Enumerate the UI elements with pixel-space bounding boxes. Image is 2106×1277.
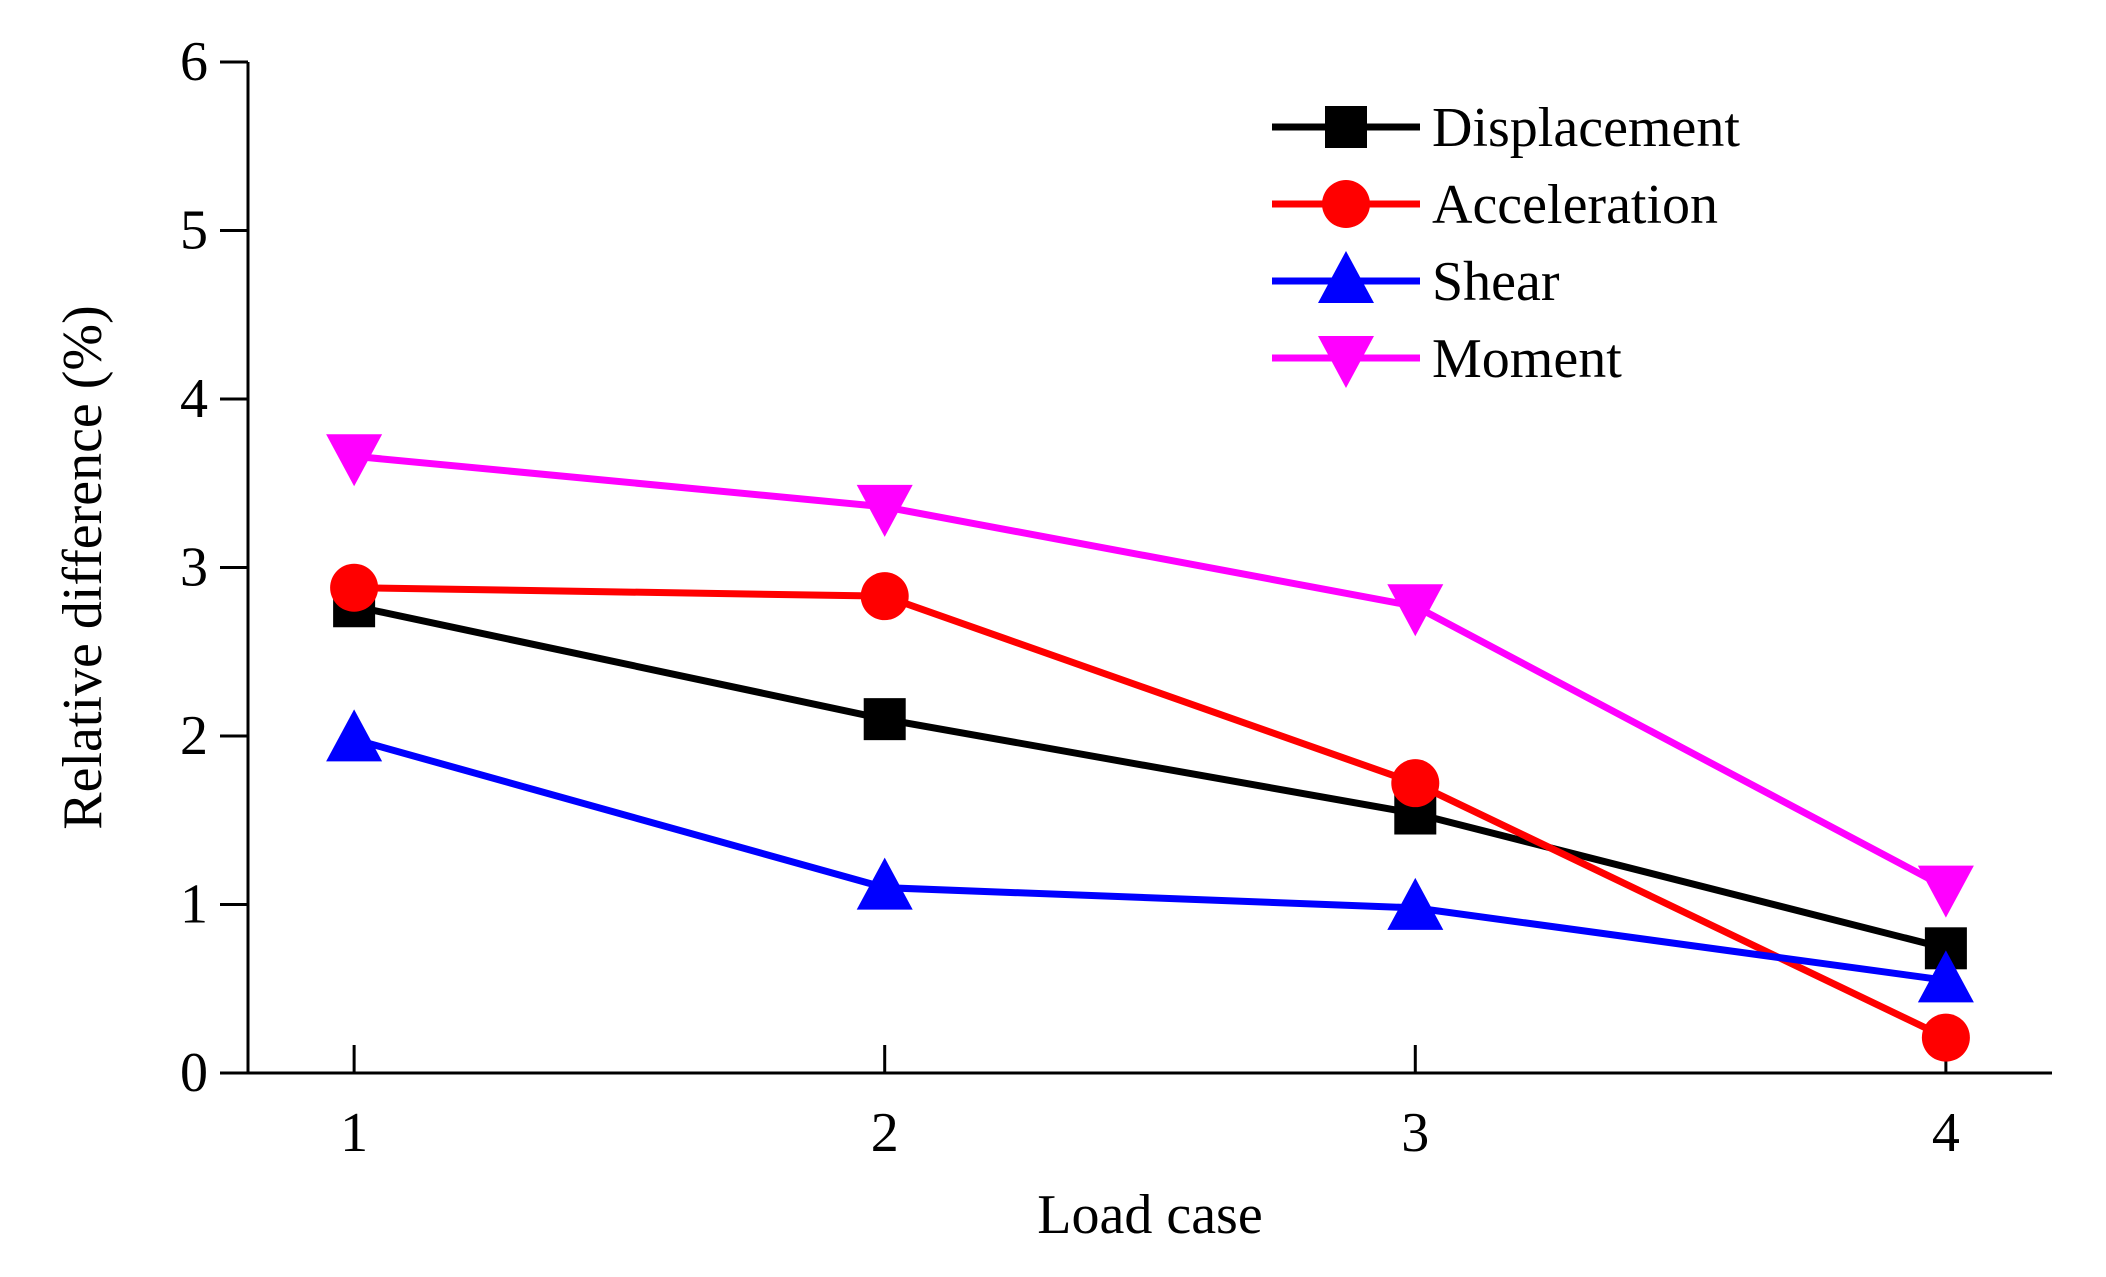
y-tick-label-3: 3 <box>180 537 208 599</box>
moment-line <box>353 452 1948 891</box>
series-displacement <box>333 585 1967 970</box>
acceleration-point-1 <box>330 563 379 612</box>
x-axis-title: Load case <box>1037 1184 1262 1246</box>
y-tick-label-6: 6 <box>180 31 208 93</box>
series-moment <box>326 434 1974 918</box>
shear-point-3 <box>1387 877 1444 930</box>
legend-label-acceleration: Acceleration <box>1432 174 1718 236</box>
series-group <box>326 434 1974 1062</box>
y-tick-label-1: 1 <box>180 874 208 936</box>
acceleration-point-2 <box>860 572 909 621</box>
displacement-point-2 <box>863 698 906 741</box>
shear-line <box>353 735 1947 984</box>
legend-label-shear: Shear <box>1432 251 1560 313</box>
legend-marker-acceleration <box>1322 180 1370 228</box>
legend-item-displacement: Displacement <box>1272 97 1740 159</box>
y-tick-label-5: 5 <box>180 200 208 262</box>
series-acceleration <box>330 563 1970 1062</box>
acceleration-point-3 <box>1391 759 1440 808</box>
moment-point-3 <box>1387 584 1444 637</box>
legend-marker-shear <box>1318 251 1374 303</box>
x-tick-label-4: 4 <box>1932 1102 1960 1164</box>
acceleration-point-4 <box>1921 1013 1970 1062</box>
shear-point-4 <box>1917 950 1974 1003</box>
y-tick-label-0: 0 <box>180 1042 208 1104</box>
legend-label-displacement: Displacement <box>1432 97 1740 159</box>
x-tick-label-1: 1 <box>340 1102 368 1164</box>
moment-point-1 <box>326 434 383 487</box>
shear-point-2 <box>856 857 913 910</box>
legend-marker-moment <box>1318 336 1374 388</box>
y-axis-title: Relative difference (%) <box>52 305 114 829</box>
series-shear <box>326 709 1974 1003</box>
acceleration-line <box>354 584 1948 1041</box>
displacement-line <box>353 602 1947 952</box>
x-tick-label-2: 2 <box>871 1102 899 1164</box>
x-tick-label-3: 3 <box>1401 1102 1429 1164</box>
shear-point-1 <box>326 709 383 762</box>
legend-label-moment: Moment <box>1432 328 1622 390</box>
axes: 0 1 2 3 4 5 6 1 2 3 4 <box>180 31 2052 1164</box>
y-tick-label-2: 2 <box>180 705 208 767</box>
moment-point-4 <box>1917 865 1974 918</box>
moment-point-2 <box>856 484 913 537</box>
legend-marker-displacement <box>1325 106 1367 148</box>
legend-item-moment: Moment <box>1272 328 1622 390</box>
legend-item-shear: Shear <box>1272 251 1560 313</box>
y-tick-label-4: 4 <box>180 368 208 430</box>
legend: Displacement Acceleration Shear Moment <box>1272 97 1740 390</box>
legend-item-acceleration: Acceleration <box>1272 174 1718 236</box>
